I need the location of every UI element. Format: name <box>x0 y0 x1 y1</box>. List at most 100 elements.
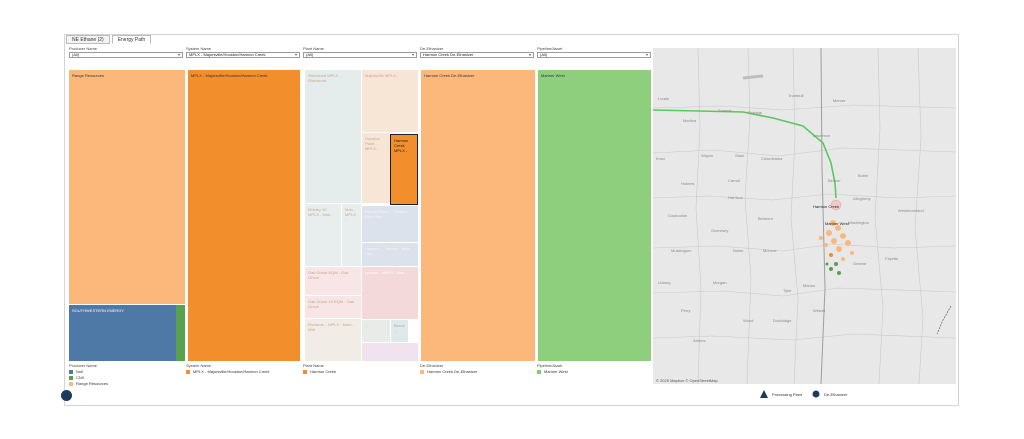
dropdown-value: MPLX - Majorsville/Houston/Harmon Creek <box>189 52 266 57</box>
treemap-cell-natrium[interactable]: Natrium ... Trenton - Blue Rac... <box>362 243 418 266</box>
map-label-county: Columbiana <box>761 156 783 161</box>
treemap-cell-cnx[interactable] <box>176 305 185 361</box>
map-label-county: Beaver <box>828 178 841 183</box>
map-canvas <box>653 48 956 384</box>
map-view[interactable]: Harmon Creek Mariner West Wayne Stark Co… <box>653 48 956 384</box>
legend-item[interactable]: CNX <box>69 375 183 381</box>
chevron-down-icon: ▾ <box>528 52 531 57</box>
cell-label: Sherwood MPLX - Sherwood <box>308 73 341 83</box>
cell-label: Mob... MPLX - <box>345 207 357 222</box>
help-icon[interactable] <box>61 390 72 401</box>
treemap-cell-mplx-system[interactable]: MPLX - Majorsville/Houston/Harmon Creek <box>188 70 300 361</box>
legend-item[interactable]: Harmon Creek <box>303 369 417 375</box>
map-label-county: Muskingum <box>671 248 692 253</box>
pipeline-asset-dropdown[interactable]: (All) ▾ <box>537 52 651 58</box>
map-label-harmon-creek: Harmon Creek <box>813 204 840 209</box>
treemap-cell-sherwood[interactable]: Sherwood MPLX - Sherwood <box>305 70 361 203</box>
treemap-cell-richards[interactable]: Richards... MPLX - Mobl... Wirt <box>305 319 361 361</box>
plant-name-dropdown[interactable]: (All) ▾ <box>303 52 417 58</box>
treemap-cell-southwestern-energy[interactable]: SOUTHWESTERN ENERGY <box>69 305 176 361</box>
map-label-county: Guernsey <box>711 228 729 233</box>
cell-label: Richards... MPLX - Mobl... Wirt <box>308 322 355 332</box>
legend-item[interactable]: Harmon Creek De-Ethanizer <box>420 369 534 375</box>
treemap-cell-majorsville[interactable]: Majorsville MPLX - <box>362 70 418 132</box>
map-label-county: Noble <box>733 248 744 253</box>
cell-label: Mobley 10 MPLX - Mob... <box>308 207 334 217</box>
legend-label: MPLX - Majorsville/Houston/Harmon Creek <box>193 369 270 374</box>
map-attribution[interactable]: © 2025 Mapbox © OpenStreetMap <box>656 378 718 383</box>
map-label-county: Portage <box>748 110 763 115</box>
map-label-county: Medina <box>683 118 697 123</box>
legend-item[interactable]: Range Resources <box>69 381 183 387</box>
cell-label: ... <box>365 323 369 328</box>
producer-treemap: Range Resources SOUTHWESTERN ENERGY <box>69 70 185 361</box>
map-label-county: Marion <box>803 283 816 288</box>
cell-label: ... <box>365 346 369 351</box>
treemap-cell[interactable]: ... <box>362 320 390 342</box>
filter-label: Producer Name <box>69 46 98 51</box>
map-label-county: Carroll <box>728 178 740 183</box>
de-ethanizer-dropdown[interactable]: Harmon Creek De-Ethanizer ▾ <box>420 52 534 58</box>
map-label-county: Lawrence <box>813 133 831 138</box>
legend-label: Null <box>76 369 83 374</box>
system-treemap: MPLX - Majorsville/Houston/Harmon Creek <box>188 70 300 361</box>
treemap-cell[interactable]: ... <box>362 343 418 361</box>
treemap-cell-berne[interactable]: Berne ... <box>391 320 408 342</box>
producer-name-dropdown[interactable]: (All) ▾ <box>69 52 183 58</box>
map-legend-label: Processing Plant <box>772 391 803 397</box>
cell-label: Natrium ... Trenton - Blue Rac... <box>365 246 410 256</box>
chevron-down-icon: ▾ <box>645 52 648 57</box>
de-ethanizer-treemap: Harmon Creek De-Ethanizer <box>421 70 535 361</box>
cell-label: Berne ... <box>394 323 405 333</box>
filter-label: De-Ethanizer <box>420 46 444 51</box>
map-label-county: Summit <box>718 108 732 113</box>
treemap-cell[interactable] <box>176 70 185 304</box>
map-label-county: Holmes <box>681 181 695 186</box>
circle-icon <box>812 390 820 398</box>
map-label-county: Knox <box>656 156 666 161</box>
legend-swatch <box>537 370 541 374</box>
tab-ne-ethane[interactable]: NE Ethane (2) <box>66 35 110 44</box>
cell-label: Houston Plant ... MPLX - <box>365 136 380 151</box>
pipeline-treemap: Mariner West <box>538 70 651 361</box>
legend-swatch <box>69 382 73 386</box>
filter-label: System Name <box>186 46 212 51</box>
treemap-cell-houston[interactable]: Houston Plant ... MPLX - <box>362 133 390 203</box>
cell-label: Majorsville MPLX - <box>365 73 399 78</box>
treemap-cell-mobley[interactable]: Mobley 10 MPLX - Mob... <box>305 204 341 266</box>
legend-item[interactable]: MPLX - Majorsville/Houston/Harmon Creek <box>186 369 300 375</box>
map-label-county: Washington <box>848 220 869 225</box>
cell-label: Harmon Creek De-Ethanizer <box>424 73 475 78</box>
map-label-county: Mercer <box>833 98 846 103</box>
legend-title: Producer Name <box>69 363 98 368</box>
map-legend-de-ethanizer: De-Ethanizer <box>812 390 847 398</box>
cell-label: Range Resources <box>72 73 105 78</box>
legend-item[interactable]: Mariner West <box>537 369 651 375</box>
treemap-cell-oak-grove[interactable]: Oak Grove EQM - Oak Grove <box>305 267 361 295</box>
legend-item[interactable]: Null <box>69 369 183 375</box>
treemap-cell-mob[interactable]: Mob... MPLX - <box>342 204 361 266</box>
legend-label: Harmon Creek <box>310 369 337 374</box>
dropdown-value: (All) <box>72 52 80 57</box>
legend-swatch <box>69 376 73 380</box>
legend-title: Pipeline/Asset <box>537 363 563 368</box>
treemap-cell-mariner-west[interactable]: Mariner West <box>538 70 651 361</box>
treemap-cell-harmon-creek[interactable]: Harmon Creek MPLX - <box>390 134 418 205</box>
treemap-cell-harmon-creek-de-ethanizer[interactable]: Harmon Creek De-Ethanizer <box>421 70 535 361</box>
map-label-county: Fayette <box>885 256 899 261</box>
chevron-down-icon: ▾ <box>177 52 180 57</box>
treemap-cell-range-resources[interactable]: Range Resources <box>69 70 176 304</box>
treemap-cell-bobcat[interactable]: Bobcat Plant ... Trenton - Blue Rac... <box>362 206 418 242</box>
cell-label: Oak Grove 10 EQM - Oak Grove <box>308 299 355 309</box>
tab-energy-path[interactable]: Energy Path <box>111 35 152 44</box>
map-label-county: Doddridge <box>773 318 792 323</box>
system-name-dropdown[interactable]: MPLX - Majorsville/Houston/Harmon Creek ▾ <box>186 52 300 58</box>
map-label-county: Monroe <box>763 248 777 253</box>
treemap-cell-oak-grove-10[interactable]: Oak Grove 10 EQM - Oak Grove <box>305 296 361 318</box>
legend-label: Range Resources <box>76 381 109 386</box>
map-label-county: Wayne <box>701 153 714 158</box>
filter-system-name: System Name MPLX - Majorsville/Houston/H… <box>186 46 300 58</box>
treemap-cell-leviathan[interactable]: Leviath... MPLX - Oak... <box>362 267 418 319</box>
filter-plant-name: Plant Name (All) ▾ <box>303 46 417 58</box>
cell-label: Mariner West <box>541 73 565 78</box>
